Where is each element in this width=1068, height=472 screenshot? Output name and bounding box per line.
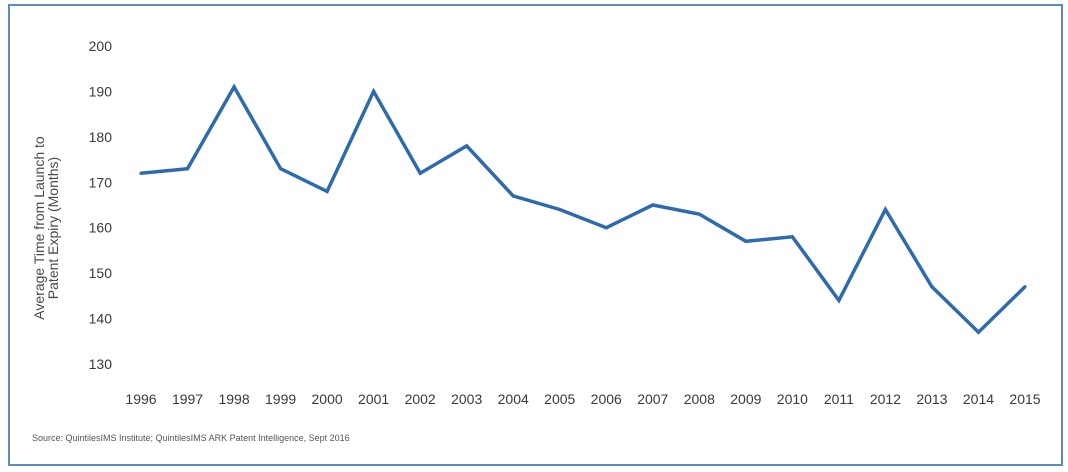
data-point xyxy=(558,207,562,212)
x-tick-label: 2004 xyxy=(498,391,529,407)
x-tick-label: 1997 xyxy=(172,391,203,407)
y-axis-title: Average Time from Launch to Patent Expir… xyxy=(31,136,61,320)
data-point xyxy=(325,189,329,193)
x-tick-label: 2006 xyxy=(591,391,622,407)
x-tick-label: 2002 xyxy=(405,391,436,407)
data-point xyxy=(511,194,515,198)
data-point xyxy=(185,167,190,171)
data-point xyxy=(139,171,143,175)
y-tick-label: 170 xyxy=(89,174,113,190)
data-point xyxy=(418,171,422,175)
data-point xyxy=(465,144,469,148)
x-tick-label: 2014 xyxy=(963,391,994,407)
series-line xyxy=(140,83,1027,335)
y-tick-label: 200 xyxy=(89,38,113,54)
x-tick-label: 2008 xyxy=(684,391,715,407)
data-point xyxy=(278,167,283,171)
x-tick-label: 2007 xyxy=(637,391,668,407)
data-point xyxy=(930,285,934,289)
x-axis-ticks: 1996 1997 1998 1999 2000 2001 2002 2003 2004 2005… xyxy=(125,391,1040,407)
data-point xyxy=(976,330,981,334)
x-tick-label: 2015 xyxy=(1009,391,1040,407)
data-point xyxy=(372,89,376,94)
x-tick-label: 2012 xyxy=(870,391,901,407)
y-tick-label: 180 xyxy=(89,129,113,145)
source-note: Source: QuintilesIMS Institute; Quintile… xyxy=(32,433,350,443)
data-point xyxy=(697,212,701,216)
y-tick-label: 190 xyxy=(89,83,113,99)
x-tick-label: 2001 xyxy=(358,391,389,407)
y-tick-label: 160 xyxy=(89,220,113,236)
x-tick-label: 2005 xyxy=(544,391,575,407)
y-tick-label: 140 xyxy=(89,311,113,327)
data-point xyxy=(651,203,655,207)
x-tick-label: 1999 xyxy=(265,391,296,407)
data-point xyxy=(604,226,608,230)
x-tick-label: 2009 xyxy=(730,391,761,407)
x-tick-label: 1998 xyxy=(218,391,249,407)
x-tick-label: 2011 xyxy=(824,391,854,407)
data-point xyxy=(883,207,888,212)
chart-frame: Average Time from Launch to Patent Expir… xyxy=(8,4,1063,466)
line-chart: Average Time from Launch to Patent Expir… xyxy=(31,38,1041,443)
y-axis-ticks: 130 140 150 160 170 180 190 200 xyxy=(89,38,113,372)
y-axis-title-line-2: Patent Expiry (Months) xyxy=(45,157,61,299)
y-tick-label: 150 xyxy=(89,265,113,281)
series-layer xyxy=(139,83,1027,335)
x-tick-label: 2013 xyxy=(916,391,947,407)
data-point xyxy=(1023,285,1027,289)
data-point xyxy=(744,239,748,243)
x-tick-label: 1996 xyxy=(125,391,156,407)
data-point xyxy=(232,85,236,89)
data-point xyxy=(837,298,841,302)
x-tick-label: 2003 xyxy=(451,391,482,407)
x-tick-label: 2000 xyxy=(312,391,343,407)
y-axis-title-line-1: Average Time from Launch to xyxy=(31,136,47,320)
x-tick-label: 2010 xyxy=(777,391,808,407)
data-point xyxy=(790,235,794,239)
y-tick-label: 130 xyxy=(89,356,113,372)
